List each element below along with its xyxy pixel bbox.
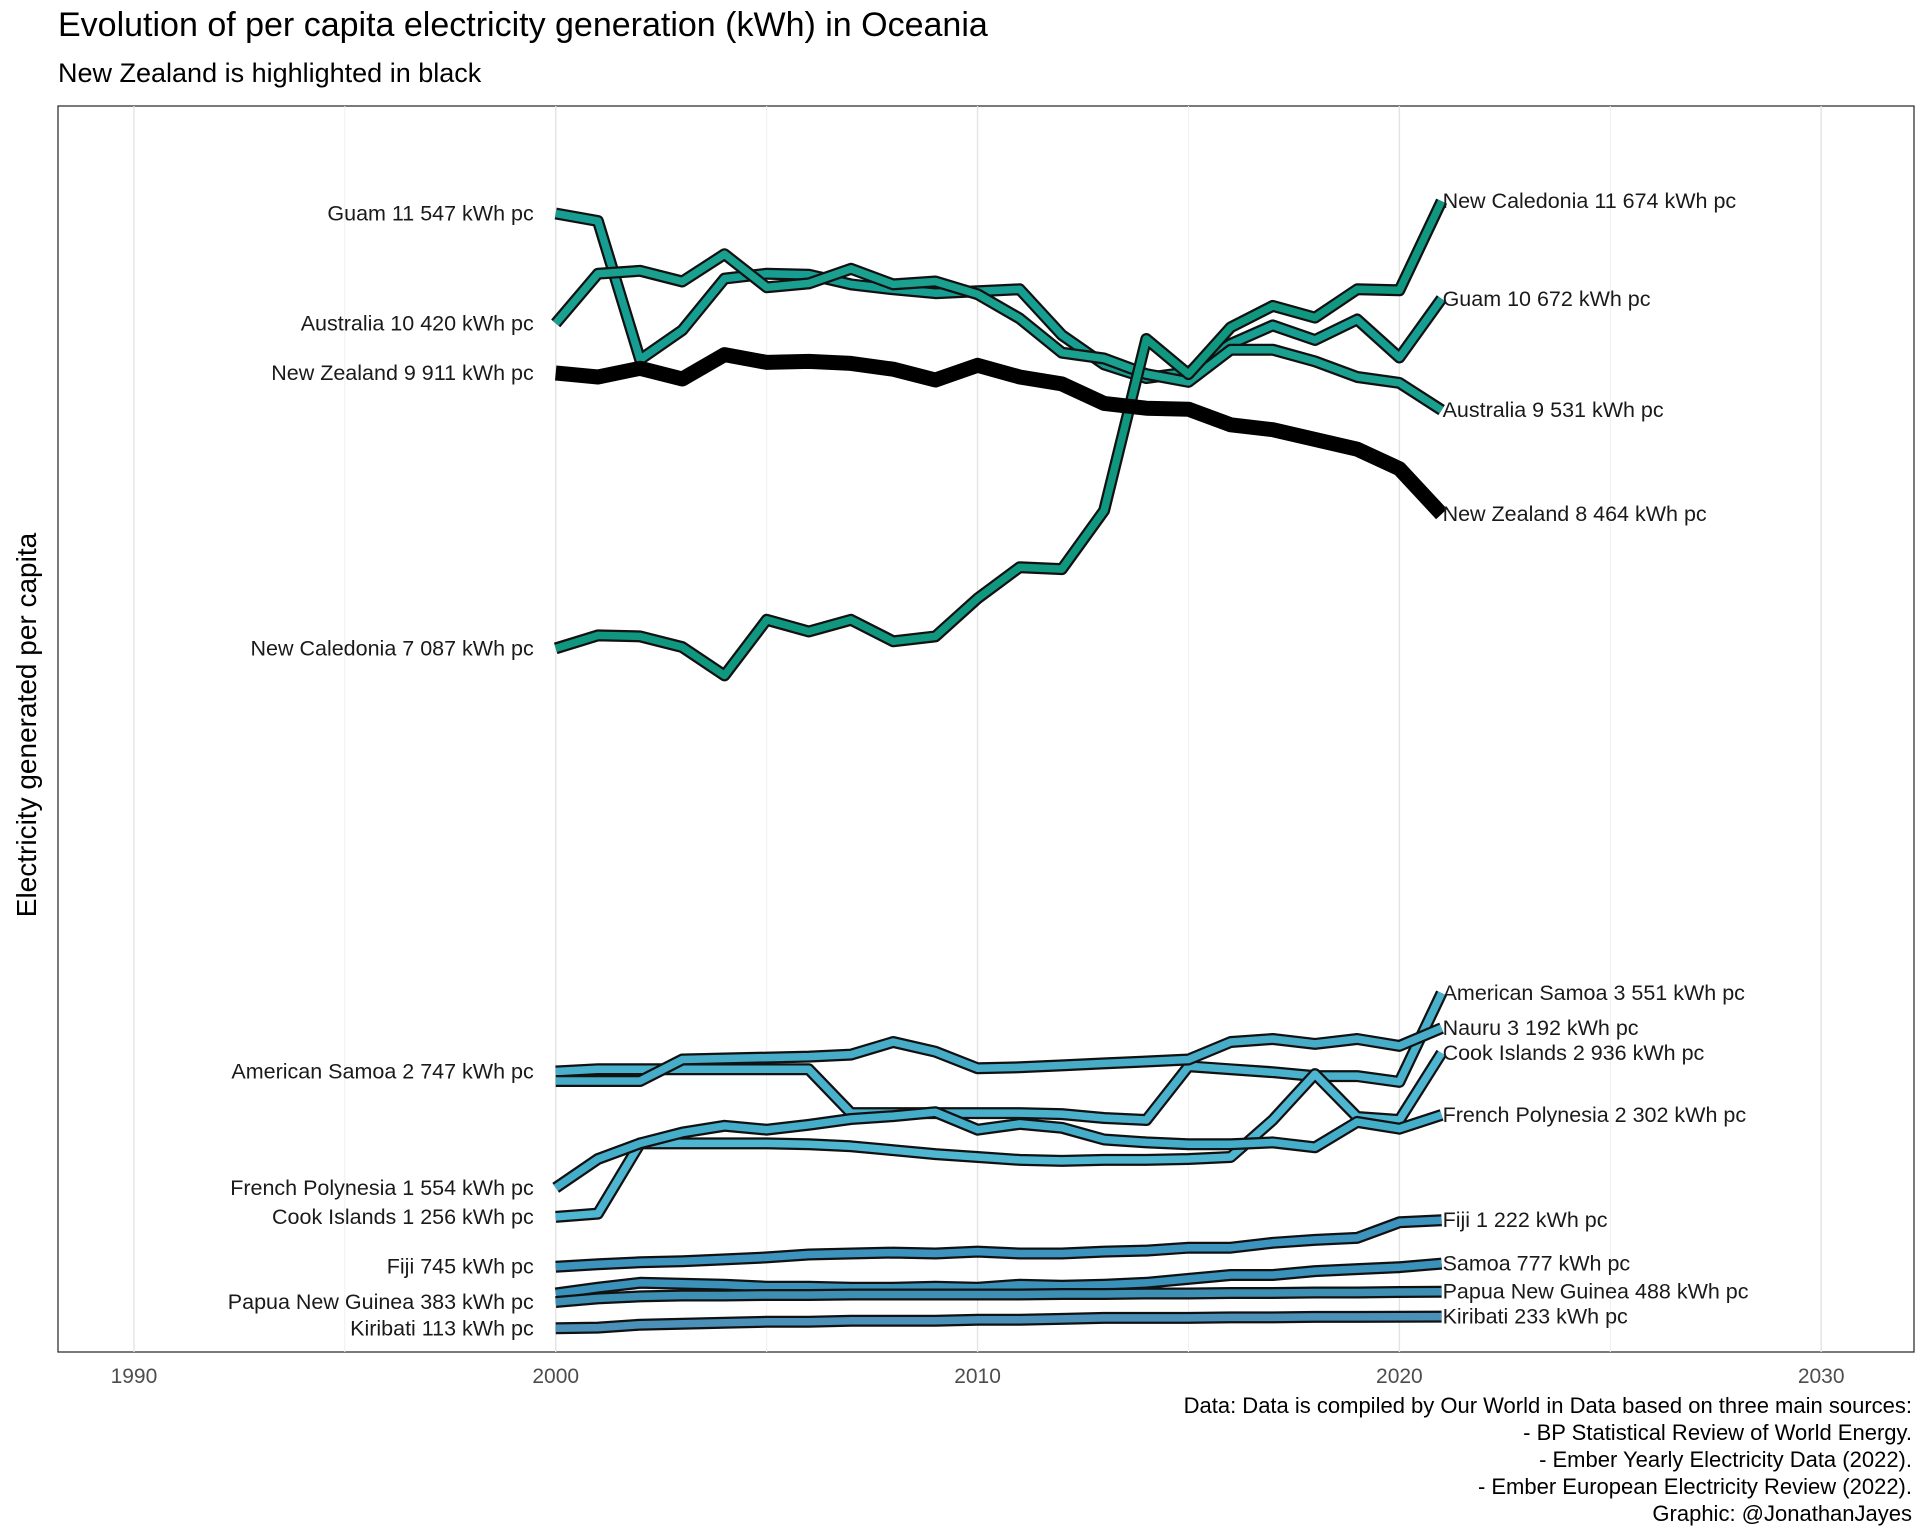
start-label-kiribati: Kiribati 113 kWh pc: [350, 1316, 534, 1340]
series-line: [555, 1024, 1444, 1085]
start-label-new-zealand: New Zealand 9 911 kWh pc: [271, 361, 534, 385]
x-tick-label: 2000: [532, 1365, 579, 1388]
end-label-american-samoa: American Samoa 3 551 kWh pc: [1443, 981, 1746, 1005]
y-axis-label: Electricity generated per capita: [11, 532, 42, 918]
series-line: [555, 1216, 1442, 1271]
series-line: [553, 1108, 1443, 1191]
series-papua-new-guinea: [555, 1285, 1442, 1308]
plot-panel-border: [57, 105, 1915, 1353]
series-new-zealand: [554, 347, 1448, 520]
end-label-samoa: Samoa 777 kWh pc: [1443, 1252, 1631, 1276]
series-labels: Guam 11 547 kWh pc Australia 10 420 kWh p…: [228, 189, 1749, 1340]
series-line: [555, 991, 1445, 1124]
series-line: [552, 250, 1444, 414]
caption-line: Data: Data is compiled by Our World in D…: [1183, 1393, 1912, 1418]
end-label-french-polynesia: French Polynesia 2 302 kWh pc: [1443, 1103, 1747, 1127]
end-label-kiribati: Kiribati 233 kWh pc: [1443, 1305, 1628, 1329]
series-samoa: [554, 1257, 1443, 1300]
start-label-australia: Australia 10 420 kWh pc: [301, 311, 534, 335]
caption-line: Graphic: @JonathanJayes: [1652, 1501, 1912, 1526]
grid-lines: [133, 106, 1822, 1352]
start-label-guam: Guam 11 547 kWh pc: [327, 202, 534, 226]
caption-line: - Ember Yearly Electricity Data (2022).: [1539, 1447, 1912, 1472]
chart-title: Evolution of per capita electricity gene…: [58, 6, 988, 44]
start-label-new-caledonia: New Caledonia 7 087 kWh pc: [250, 636, 533, 660]
series-line: [555, 1051, 1445, 1221]
end-label-new-zealand: New Zealand 8 464 kWh pc: [1443, 502, 1707, 526]
series-cook-islands: [555, 1049, 1447, 1223]
series-line: [555, 1312, 1442, 1333]
end-label-papua-new-guinea: Papua New Guinea 488 kWh pc: [1443, 1280, 1749, 1304]
start-label-fiji: Fiji 745 kWh pc: [387, 1255, 534, 1279]
series-new-caledonia: [553, 198, 1448, 682]
series-lines: [551, 198, 1448, 1335]
end-label-new-caledonia: New Caledonia 11 674 kWh pc: [1443, 189, 1737, 213]
series-line: [555, 209, 1445, 382]
series-american-samoa: [555, 990, 1448, 1126]
series-kiribati: [555, 1310, 1442, 1335]
end-label-nauru: Nauru 3 192 kWh pc: [1443, 1016, 1639, 1040]
series-guam: [554, 207, 1447, 384]
caption-line: - BP Statistical Review of World Energy.: [1523, 1420, 1912, 1445]
x-tick-label: 2030: [1798, 1365, 1845, 1388]
end-label-australia: Australia 9 531 kWh pc: [1443, 398, 1664, 422]
chart-caption: Data: Data is compiled by Our World in D…: [1184, 1392, 1912, 1527]
end-label-guam: Guam 10 672 kWh pc: [1443, 287, 1651, 311]
start-label-french-polynesia: French Polynesia 1 554 kWh pc: [230, 1176, 534, 1200]
start-label-american-samoa: American Samoa 2 747 kWh pc: [231, 1060, 534, 1084]
start-label-papua-new-guinea: Papua New Guinea 383 kWh pc: [228, 1290, 534, 1314]
series-line: [554, 347, 1448, 520]
end-label-cook-islands: Cook Islands 2 936 kWh pc: [1443, 1041, 1705, 1065]
end-label-fiji: Fiji 1 222 kWh pc: [1443, 1208, 1608, 1232]
series-fiji: [555, 1214, 1442, 1273]
series-australia: [551, 248, 1445, 416]
series-nauru: [555, 1022, 1444, 1087]
x-axis-ticks: 1990 2000 2010 2020 2030: [111, 1365, 1845, 1388]
x-tick-label: 2010: [954, 1365, 1001, 1388]
x-tick-label: 1990: [111, 1365, 158, 1388]
caption-line: - Ember European Electricity Review (202…: [1477, 1474, 1912, 1499]
x-tick-label: 2020: [1376, 1365, 1423, 1388]
chart-subtitle: New Zealand is highlighted in black: [58, 58, 482, 88]
series-line-outline: [554, 207, 1447, 384]
series-line: [555, 1259, 1442, 1298]
start-label-cook-islands: Cook Islands 1 256 kWh pc: [272, 1205, 534, 1229]
series-line: [555, 1287, 1442, 1306]
series-line: [554, 199, 1445, 680]
series-french-polynesia: [552, 1106, 1444, 1193]
